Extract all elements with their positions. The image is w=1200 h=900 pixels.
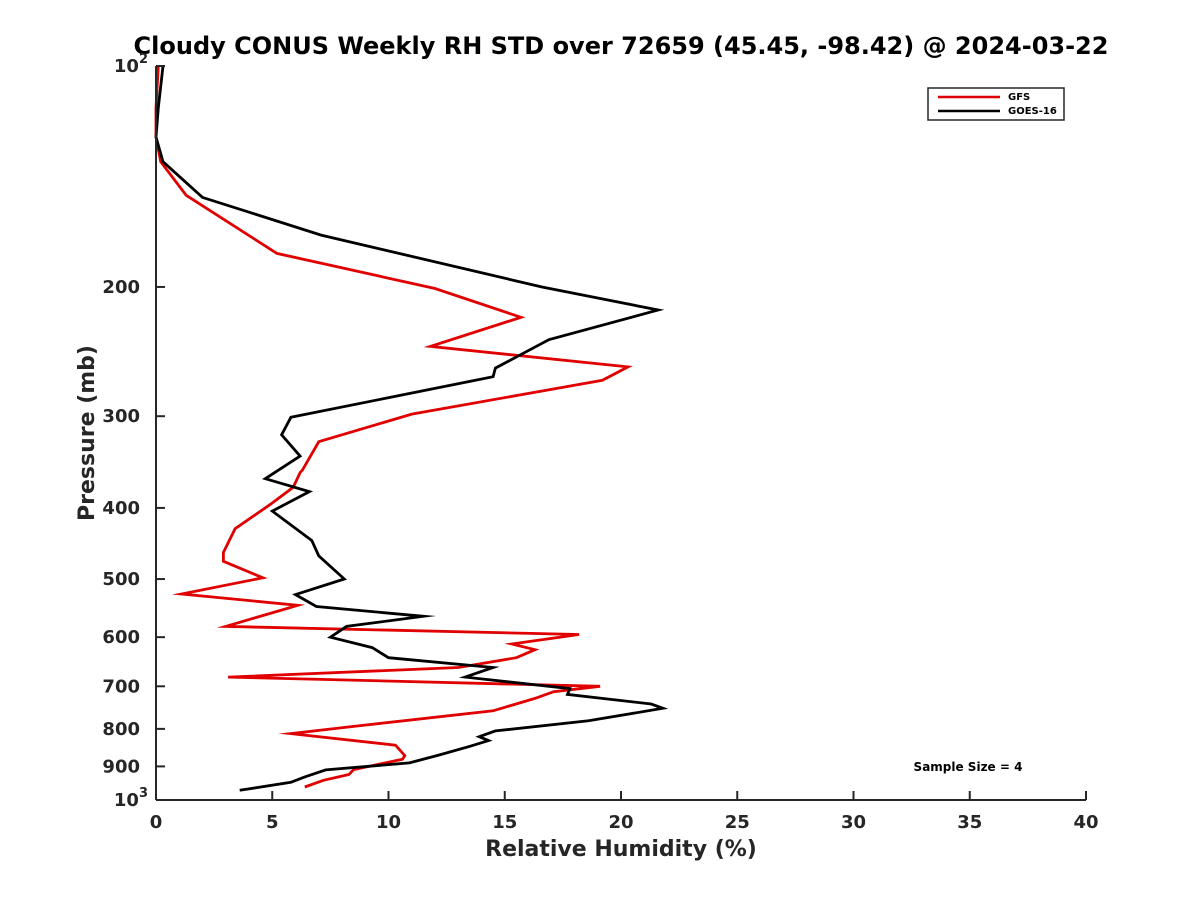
y-tick-label: 102 (114, 52, 148, 77)
y-tick-label: 700 (102, 676, 140, 697)
y-tick-label: 103 (114, 786, 148, 811)
axes: 0 5 10 15 20 25 30 35 40 102 200 300 400 500 600 700 800… (102, 52, 1098, 833)
x-tick-label: 0 (150, 812, 163, 833)
legend: GFS GOES-16 (927, 87, 1065, 121)
legend-box (927, 87, 1065, 121)
x-axis-label: Relative Humidity (%) (485, 837, 757, 862)
legend-label-goes16: GOES-16 (1008, 106, 1057, 117)
x-tick-label: 25 (725, 812, 750, 833)
y-tick-label: 300 (102, 406, 140, 427)
sample-size-annotation: Sample Size = 4 (914, 760, 1023, 774)
series-line-gfs (154, 65, 633, 789)
y-tick-label: 800 (102, 719, 140, 740)
y-tick-label: 600 (102, 627, 140, 648)
y-tick-label: 400 (102, 498, 140, 519)
x-tick-label: 35 (957, 812, 982, 833)
y-tick-label: 200 (102, 277, 140, 298)
legend-label-gfs: GFS (1008, 92, 1030, 103)
y-axis-label: Pressure (mb) (75, 345, 100, 521)
y-tick-label: 500 (102, 569, 140, 590)
x-tick-label: 30 (841, 812, 866, 833)
y-tick-label: 900 (102, 756, 140, 777)
x-tick-label: 40 (1073, 812, 1098, 833)
series-line-goes-16 (154, 65, 669, 792)
series-layer (154, 65, 669, 792)
chart-title: Cloudy CONUS Weekly RH STD over 72659 (4… (134, 32, 1109, 60)
x-tick-label: 15 (492, 812, 517, 833)
x-tick-label: 20 (608, 812, 633, 833)
x-tick-label: 5 (266, 812, 279, 833)
x-tick-label: 10 (376, 812, 401, 833)
